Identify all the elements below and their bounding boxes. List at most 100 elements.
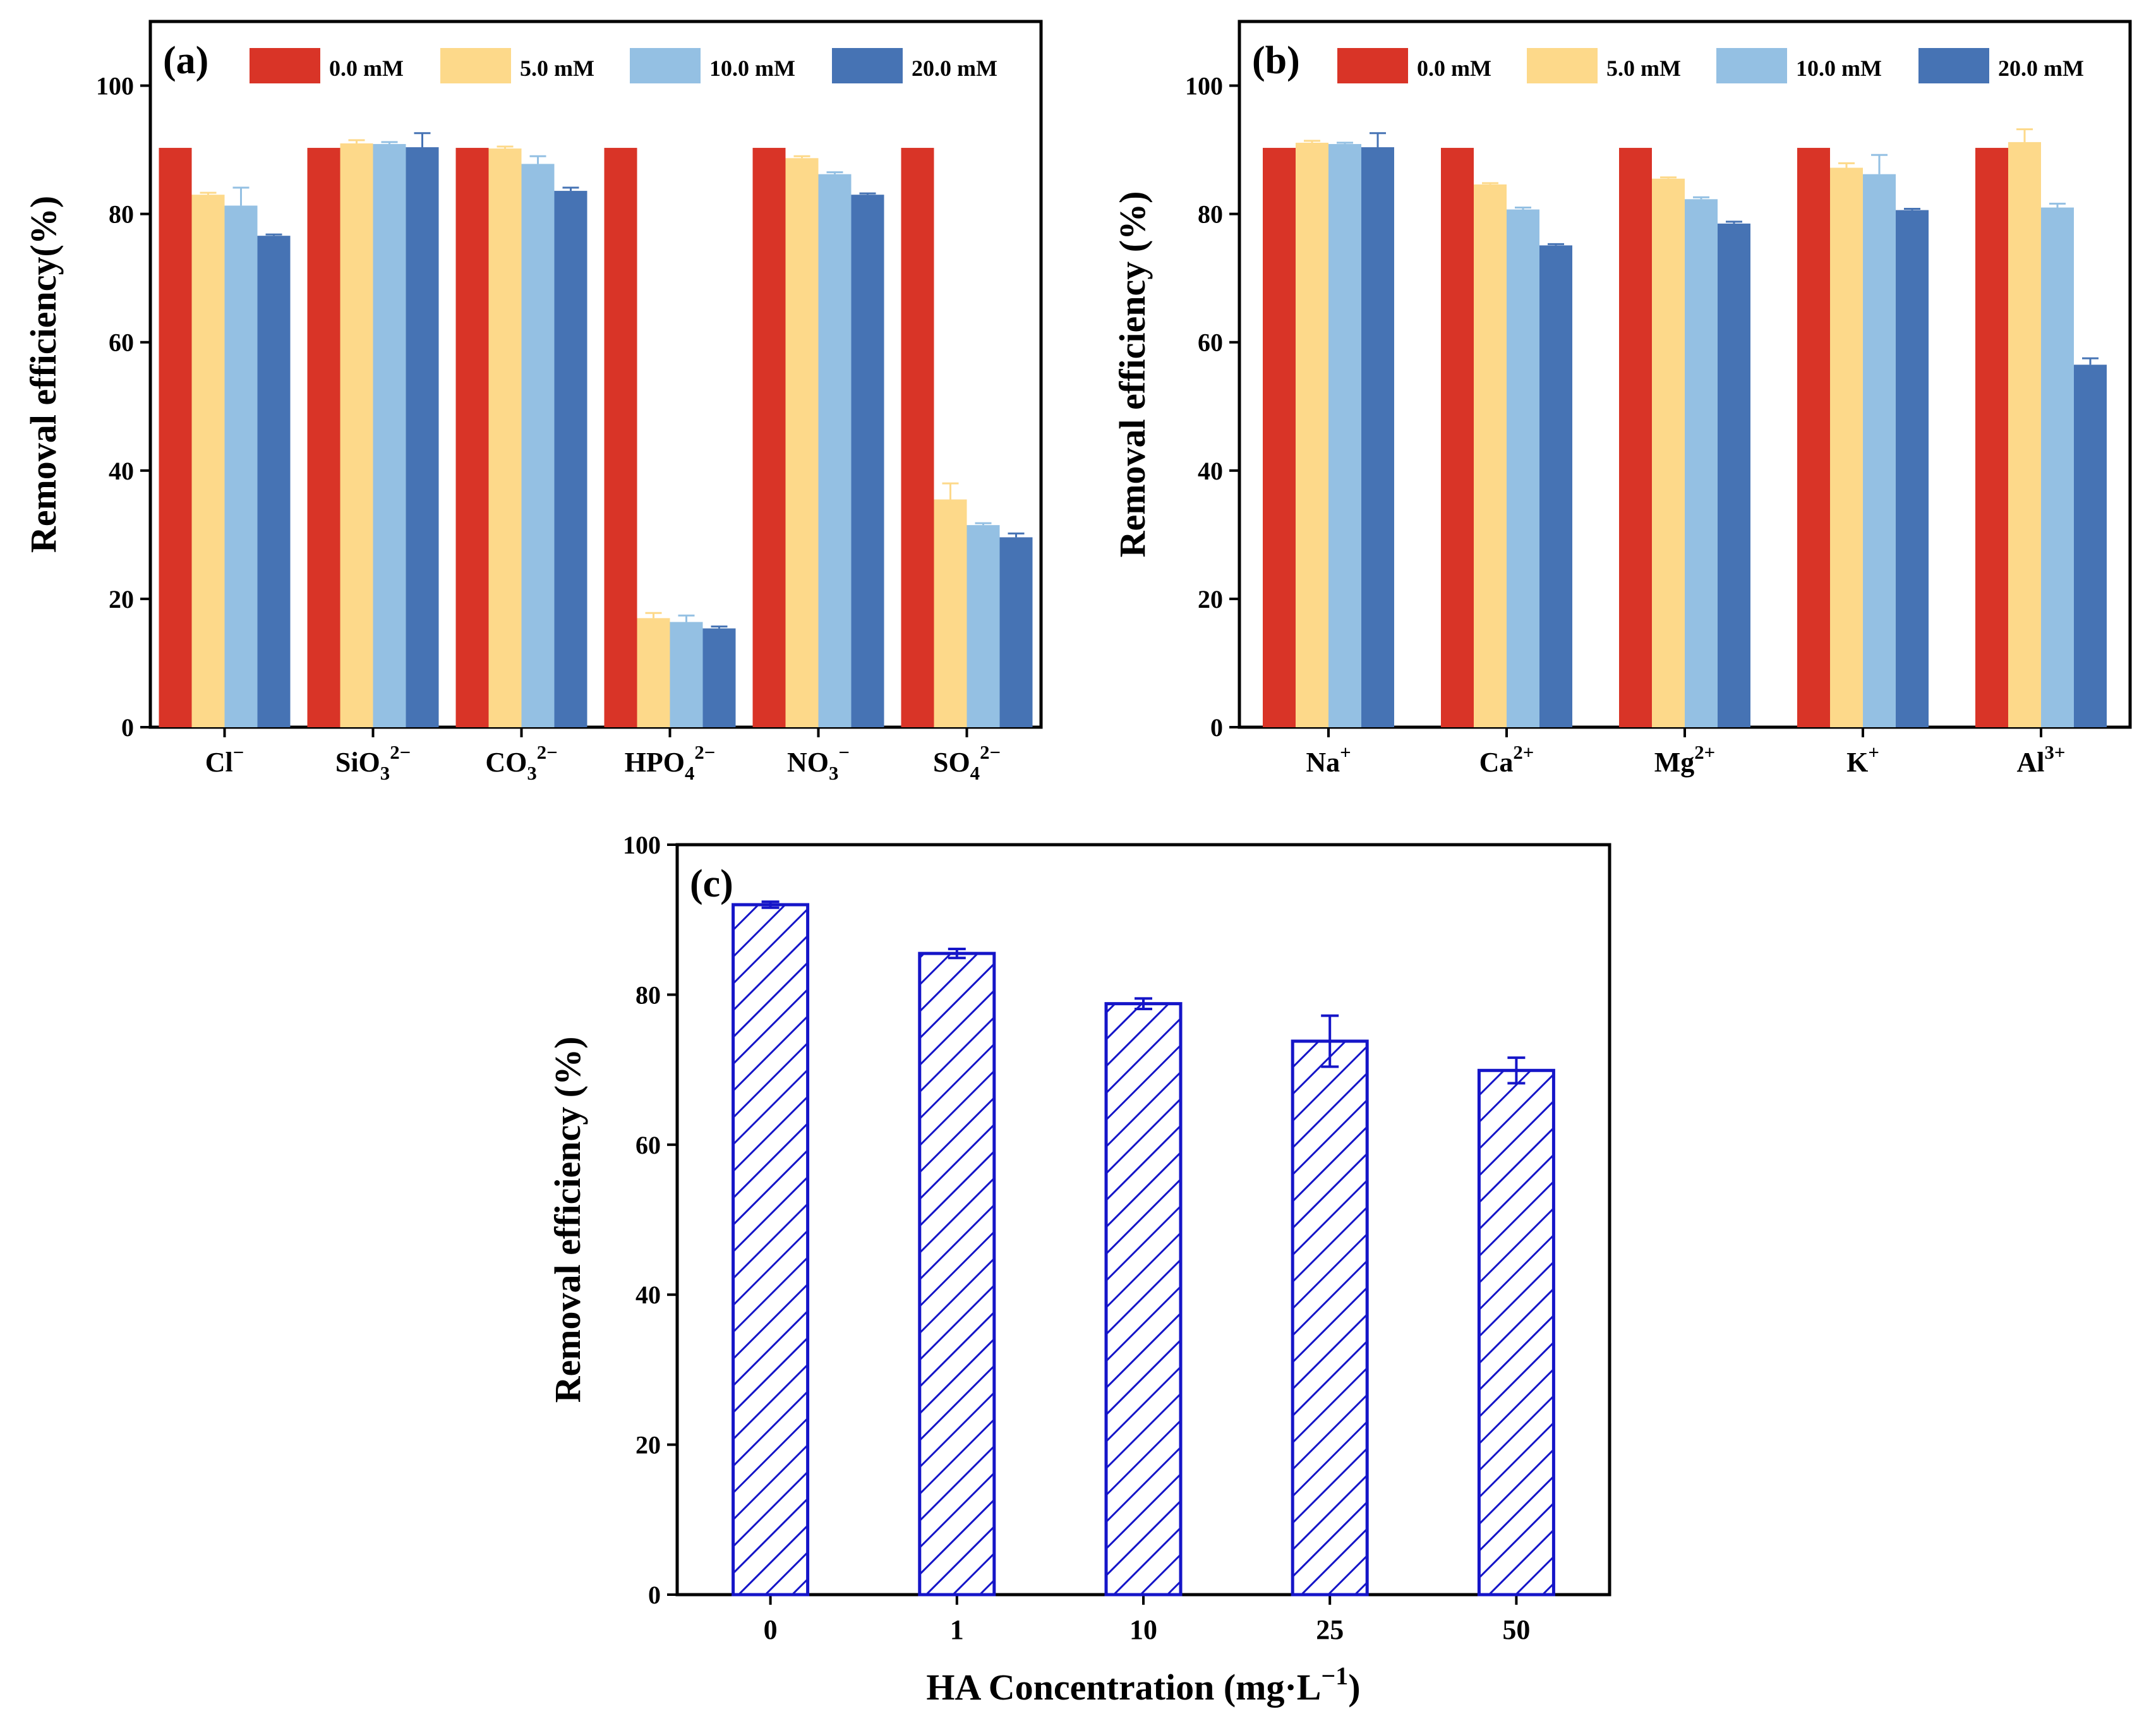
bar <box>785 158 819 728</box>
y-axis-label: Removal efficiency(%) <box>23 196 64 553</box>
bar <box>2041 207 2074 727</box>
bar <box>1507 209 1539 727</box>
x-tick-label: CO32− <box>485 742 557 784</box>
bar <box>191 195 225 727</box>
y-tick-label: 60 <box>635 1131 661 1159</box>
bar <box>1685 199 1718 728</box>
bar <box>732 903 810 1597</box>
legend-label: 10.0 mM <box>1796 56 1882 81</box>
y-tick-label: 80 <box>635 981 661 1009</box>
bar <box>604 148 637 727</box>
panel-label: (c) <box>690 862 733 905</box>
x-tick-label: K+ <box>1846 742 1879 778</box>
bar <box>918 951 996 1597</box>
panel-label: (b) <box>1252 39 1300 82</box>
bar <box>1896 210 1929 727</box>
panel-b-chart: 0 20 40 60 80 100 Removal efficiency (%) Na+ Ca2… <box>1112 20 2132 778</box>
y-tick-label: 80 <box>1198 200 1223 229</box>
bar <box>999 537 1033 727</box>
bar <box>488 148 522 727</box>
bar <box>934 499 967 727</box>
legend-swatch <box>440 48 511 83</box>
y-tick-label: 20 <box>1198 585 1223 613</box>
legend-label: 5.0 mM <box>520 56 594 81</box>
x-tick-label: 25 <box>1316 1614 1344 1645</box>
bar <box>702 628 736 727</box>
y-tick-label: 40 <box>635 1281 661 1309</box>
y-tick-label: 100 <box>96 72 134 100</box>
panel-label: (a) <box>163 39 208 82</box>
x-tick-label: Al3+ <box>2017 742 2066 778</box>
bar <box>554 191 587 728</box>
x-tick-label: 10 <box>1129 1614 1157 1645</box>
legend-label: 10.0 mM <box>709 56 795 81</box>
bar <box>307 148 340 727</box>
y-tick-label: 0 <box>121 713 134 742</box>
bar <box>159 148 192 727</box>
bar <box>1441 148 1474 727</box>
bar <box>373 143 406 728</box>
x-tick-label: 0 <box>764 1614 778 1645</box>
bar <box>967 525 1000 727</box>
bar <box>224 205 258 728</box>
bar <box>455 148 489 727</box>
bar <box>818 174 852 727</box>
panel-c-chart: 0 20 40 60 80 100 Removal efficiency (%) 0 1 10 25… <box>547 831 1611 1708</box>
y-tick-label: 40 <box>1198 457 1223 485</box>
legend-swatch <box>1337 48 1408 83</box>
x-tick-label: 50 <box>1502 1614 1530 1645</box>
legend-swatch <box>630 48 701 83</box>
x-tick-label: SiO32− <box>335 742 411 784</box>
bar <box>1263 148 1296 727</box>
x-tick-label: SO42− <box>933 742 1001 784</box>
bar <box>901 148 934 727</box>
legend-label: 20.0 mM <box>1998 56 2084 81</box>
legend-label: 0.0 mM <box>329 56 404 81</box>
x-tick-label: Ca2+ <box>1479 742 1534 778</box>
x-tick-label: Na+ <box>1306 742 1351 778</box>
y-tick-label: 40 <box>109 457 134 485</box>
bar <box>1619 148 1652 727</box>
y-tick-label: 100 <box>1185 72 1223 100</box>
y-tick-label: 60 <box>109 329 134 357</box>
legend-swatch <box>832 48 903 83</box>
y-axis-label: Removal efficiency (%) <box>1112 191 1153 558</box>
bar <box>2074 365 2107 727</box>
bar <box>1296 142 1328 728</box>
bar <box>1830 167 1863 727</box>
y-tick-label: 20 <box>109 585 134 613</box>
bar <box>2008 142 2041 727</box>
bar <box>1361 147 1394 727</box>
y-axis-label: Removal efficiency (%) <box>547 1037 588 1403</box>
bar <box>406 147 439 727</box>
bar <box>752 148 786 727</box>
x-tick-label: HPO42− <box>625 742 716 784</box>
x-tick-label: Mg2+ <box>1654 742 1715 778</box>
y-tick-label: 0 <box>648 1581 661 1609</box>
x-axis-label: HA Concentration (mg·L−1) <box>926 1662 1360 1708</box>
y-tick-label: 0 <box>1210 713 1223 742</box>
bar <box>1539 245 1572 727</box>
bar <box>1863 174 1896 727</box>
y-tick-label: 20 <box>635 1431 661 1459</box>
x-tick-label: 1 <box>950 1614 964 1645</box>
legend-swatch <box>250 48 320 83</box>
plot-frame <box>148 20 1043 729</box>
bar <box>521 164 555 727</box>
bar <box>637 618 670 727</box>
panel-a-chart: 0 20 40 60 80 100 Removal efficiency(%) Cl− SiO3… <box>23 20 1043 784</box>
bar <box>1718 223 1750 728</box>
y-tick-label: 60 <box>1198 329 1223 357</box>
bar <box>340 143 373 727</box>
y-tick-label: 80 <box>109 200 134 229</box>
legend-label: 0.0 mM <box>1417 56 1491 81</box>
bar <box>257 236 291 727</box>
bar <box>1652 178 1685 727</box>
legend-swatch <box>1716 48 1787 83</box>
bar <box>1477 1068 1555 1597</box>
y-tick-label: 100 <box>623 831 661 859</box>
bar <box>670 622 703 727</box>
legend-label: 5.0 mM <box>1606 56 1681 81</box>
bar <box>1291 1039 1369 1597</box>
